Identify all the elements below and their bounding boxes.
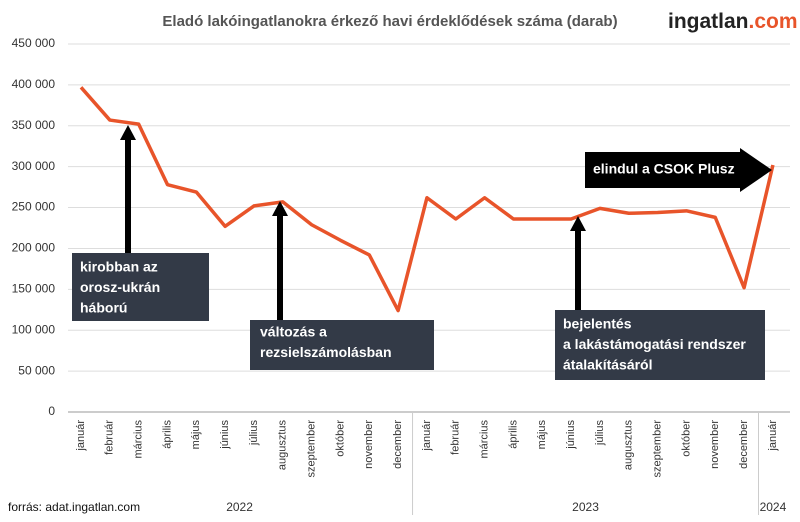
x-tick-label: február <box>104 420 116 455</box>
x-tick-label: január <box>75 420 87 452</box>
annotation-arrow-box <box>585 148 772 192</box>
annotation-text: orosz-ukrán <box>80 279 160 295</box>
annotation-text: a lakástámogatási rendszer <box>563 336 746 352</box>
y-tick-label: 450 000 <box>12 36 56 50</box>
x-tick-label: szeptember <box>306 420 318 478</box>
x-tick-label: december <box>392 420 404 469</box>
x-tick-label: március <box>479 420 491 459</box>
annotation-text: háború <box>80 300 127 316</box>
y-tick-label: 250 000 <box>12 200 56 214</box>
x-tick-label: november <box>363 420 375 469</box>
logo-suffix: .com <box>749 10 798 33</box>
x-tick-label: február <box>450 420 462 455</box>
y-tick-label: 300 000 <box>12 159 56 173</box>
arrow-head <box>120 125 136 140</box>
x-tick-label: június <box>565 420 577 450</box>
y-tick-label: 150 000 <box>12 282 56 296</box>
year-label: 2023 <box>572 500 599 514</box>
annotation-box <box>555 310 765 380</box>
arrow-head <box>272 201 288 216</box>
source: forrás: adat.ingatlan.com <box>8 500 140 514</box>
x-tick-label: október <box>680 420 692 457</box>
grid: 0 50 000 100 000 150 000 200 000 250 000 300 0… <box>12 36 790 515</box>
arrow-head <box>570 216 586 231</box>
y-tick-label: 0 <box>48 404 55 418</box>
y-tick-label: 50 000 <box>18 363 55 377</box>
y-tick-label: 350 000 <box>12 118 56 132</box>
year-label: 2024 <box>760 500 787 514</box>
annotations: kirobban az orosz-ukrán háború változás a re… <box>72 125 772 380</box>
y-tick-label: 100 000 <box>12 322 56 336</box>
x-tick-label: június <box>219 420 231 450</box>
x-tick-label: május <box>536 420 548 450</box>
x-tick-label: november <box>709 420 721 469</box>
x-tick-label: május <box>190 420 202 450</box>
x-tick-label: szeptember <box>652 420 664 478</box>
annotation-text: változás a <box>260 324 327 340</box>
annotation-box <box>250 320 434 370</box>
x-tick-label: április <box>507 420 519 449</box>
x-tick-label: április <box>161 420 173 449</box>
year-label: 2022 <box>226 500 253 514</box>
x-tick-label: január <box>421 420 433 452</box>
x-tick-label: október <box>334 420 346 457</box>
annotation-text: kirobban az <box>80 259 158 275</box>
x-tick-label: december <box>738 420 750 469</box>
annotation-box <box>72 253 209 321</box>
y-tick-label: 200 000 <box>12 241 56 255</box>
annotation-text: elindul a CSOK Plusz <box>593 161 735 177</box>
annotation-text: bejelentés <box>563 316 632 332</box>
x-tick-label: augusztus <box>623 420 635 471</box>
annotation-text: rezsielszámolásban <box>260 344 392 360</box>
x-tick-label: július <box>248 420 260 447</box>
line <box>79 86 775 313</box>
x-tick-label: augusztus <box>277 420 289 471</box>
logo-main: ingatlan <box>668 10 749 33</box>
logo: ingatlan.com <box>668 10 798 33</box>
x-tick-label: január <box>767 420 779 452</box>
y-tick-label: 400 000 <box>12 77 56 91</box>
plot <box>79 86 775 313</box>
annotation-text: átalakításáról <box>563 357 653 373</box>
x-tick-label: március <box>133 420 145 459</box>
chart-title: Eladó lakóingatlanokra érkező havi érdek… <box>162 13 617 30</box>
x-tick-label: július <box>594 420 606 447</box>
